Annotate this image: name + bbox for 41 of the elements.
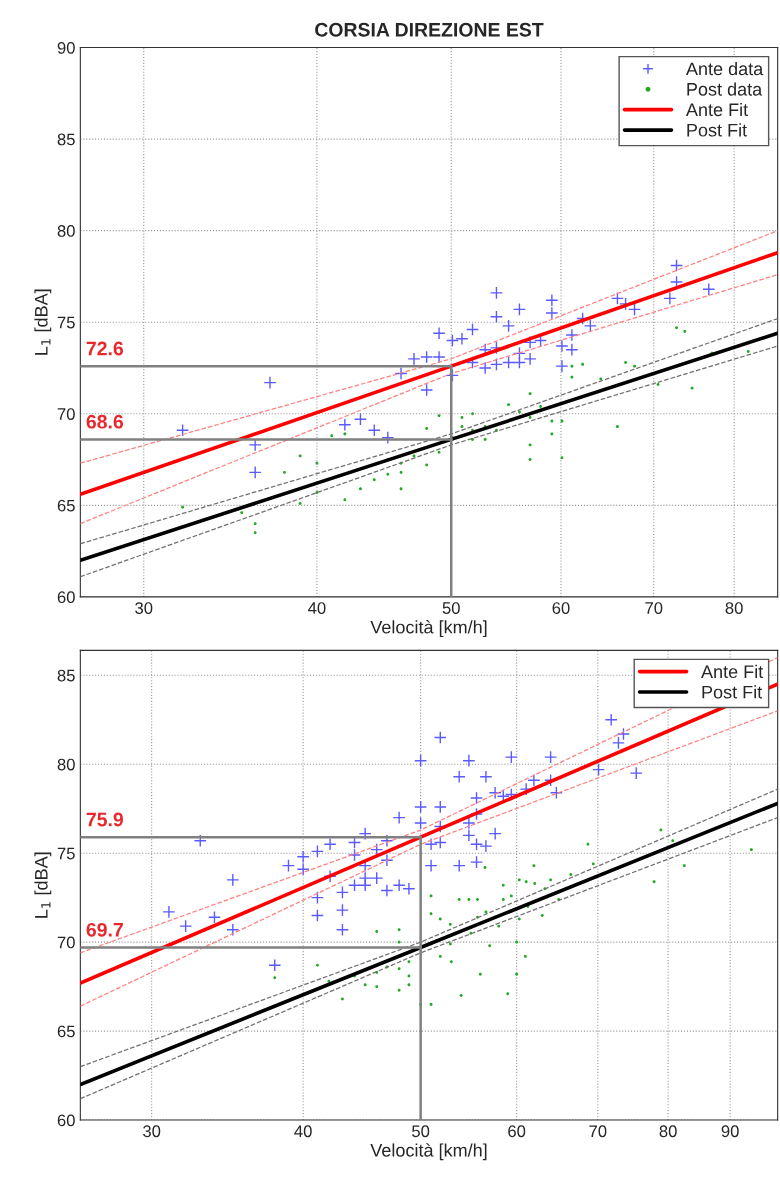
x-axis-title: Velocità [km/h] [370,1143,487,1161]
y-tick-label: 60 [57,591,75,604]
x-tick-label: 60 [508,1125,526,1138]
x-tick-label: 60 [552,602,570,614]
ref-line-label: 72.6 [86,341,124,356]
x-tick-label: 30 [143,1125,161,1138]
legend-label: Post data [687,82,763,96]
x-tick-label: 40 [308,602,326,614]
y-tick-label: 65 [57,499,75,512]
x-tick-label: 80 [659,1125,677,1138]
x-tick-label: 40 [294,1125,312,1138]
x-tick-label: 90 [721,1125,739,1138]
x-tick-label: 70 [589,1125,607,1138]
y-tick-label: 85 [57,669,75,682]
x-tick-label: 50 [412,1125,430,1138]
x-tick-label: 50 [442,602,460,614]
y-tick-label: 75 [57,847,75,860]
y-tick-label: 60 [57,1114,75,1127]
y-tick-label: 65 [57,1025,75,1038]
ref-line-label: 69.7 [86,922,123,937]
ref-line-label: 75.9 [86,812,124,827]
x-axis-title: Velocità [km/h] [370,620,487,638]
legend-label: Ante Fit [701,664,764,679]
chart-title: CORSIA DIREZIONE EST [315,22,544,37]
y-tick-label: 75 [57,316,75,329]
y-tick-label: 85 [57,133,75,146]
x-tick-label: 80 [725,602,743,614]
y-tick-label: 90 [57,41,75,54]
x-tick-label: 30 [135,602,153,614]
y-axis-title: L$_{1}$ [dBA] [34,289,52,355]
x-tick-label: 70 [645,602,663,614]
legend-label: Ante Fit [685,102,748,117]
y-tick-label: 80 [57,225,75,237]
y-tick-label: 70 [57,408,75,420]
legend-label: Post Fit [687,123,747,137]
y-axis-title: L$_{1}$ [dBA] [34,852,52,918]
legend-label: Ante data [685,62,764,76]
y-tick-label: 70 [57,936,75,949]
ref-line-label: 68.6 [86,414,124,429]
legend-label: Post Fit [702,685,763,699]
y-tick-label: 80 [57,758,75,771]
